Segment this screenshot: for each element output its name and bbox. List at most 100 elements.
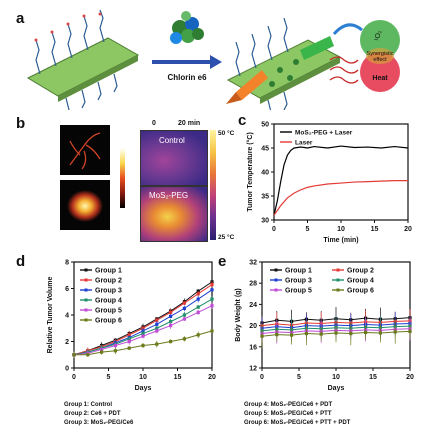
caption-line: Group 1: Control: [64, 402, 112, 408]
intensity-scale-bar: [120, 148, 125, 208]
tumor-vessel-image: [60, 125, 110, 175]
legend-marker: [274, 288, 278, 292]
legend-marker: [84, 318, 88, 322]
data-point: [196, 292, 200, 296]
x-tick-label: 10: [139, 374, 147, 381]
legend-marker: [84, 288, 88, 292]
y-tick-label: 28: [249, 281, 257, 288]
y-tick-label: 0: [65, 366, 69, 373]
y-tick-label: 45: [261, 146, 269, 153]
chlorin-e6-label: Chlorin e6: [167, 73, 207, 82]
data-point: [169, 310, 173, 314]
temperature-colorbar: [210, 130, 216, 240]
caption-line: Group 4: MoS₂-PEG/Ce6 + PDT: [244, 402, 333, 408]
y-axis-label: Tumor Temperature (°C): [246, 132, 254, 212]
y-axis-label: Relative Tumor Volume: [47, 277, 54, 354]
synergy-overlap: [366, 48, 394, 64]
x-tick-label: 20: [406, 374, 414, 381]
heat-label: Heat: [372, 75, 388, 82]
caption-d: Group 1: Control Group 2: Ce6 + PDT Grou…: [64, 401, 133, 428]
x-tick-label: 10: [337, 226, 345, 233]
legend-marker: [84, 298, 88, 302]
legend-marker: [274, 268, 278, 272]
data-point: [72, 353, 76, 357]
nanosheet-left: [26, 9, 140, 110]
time-end-label: 20 min: [178, 120, 201, 127]
legend-label: Group 1: [95, 268, 122, 275]
data-point: [169, 314, 173, 318]
y-tick-label: 35: [261, 194, 269, 201]
control-thermal-image: Control: [140, 130, 208, 186]
data-point: [182, 317, 186, 321]
data-point: [141, 331, 145, 336]
y-tick-label: 32: [249, 260, 257, 267]
data-point: [334, 331, 338, 335]
legend-marker: [84, 268, 88, 272]
legend-label: Group 4: [95, 298, 122, 305]
data-point: [196, 297, 200, 301]
synergy-label-2: effect: [373, 57, 387, 63]
control-label: Control: [159, 136, 185, 145]
y-tick-label: 30: [261, 218, 269, 225]
data-point: [378, 331, 382, 335]
x-tick-label: 0: [272, 226, 276, 233]
data-point: [304, 331, 308, 336]
legend-label: Group 2: [347, 268, 374, 275]
legend-label: Laser: [295, 140, 313, 147]
data-point: [113, 343, 117, 348]
data-point: [127, 339, 131, 344]
legend-label: Group 6: [347, 288, 374, 295]
data-point: [393, 330, 397, 334]
plot-frame: [273, 123, 409, 221]
x-axis-label: Days: [328, 385, 345, 392]
x-tick-label: 15: [174, 374, 182, 381]
caption-line: Group 6: MoS₂-PEG/Ce6 + PTT + PDT: [244, 420, 351, 426]
data-point: [169, 320, 173, 324]
x-tick-label: 5: [297, 374, 301, 381]
y-tick-label: 16: [249, 344, 257, 351]
legend-label: Group 1: [285, 268, 312, 275]
data-point: [364, 330, 368, 335]
panel-label-b: b: [16, 115, 26, 132]
data-point: [100, 350, 104, 354]
data-point: [196, 289, 200, 293]
y-tick-label: 12: [249, 366, 257, 373]
data-point: [275, 333, 279, 337]
chart-tumor-temperature: 0 5 10 15 20 30 35 40 45 50 Time (min) Tumor Temper…: [246, 122, 412, 245]
y-tick-label: 50: [261, 122, 269, 129]
reaction-arrow: [152, 55, 222, 69]
y-tick-label: 20: [249, 323, 257, 330]
ps-label: ¹O₂: [374, 30, 383, 42]
colorbar-min-label: 25 °C: [218, 234, 235, 241]
panel-label-d: d: [16, 253, 26, 270]
panel-label-a: a: [16, 10, 25, 27]
y-tick-label: 24: [249, 302, 257, 309]
time-start-label: 0: [152, 120, 156, 127]
panel-label-e: e: [218, 253, 227, 270]
y-axis-label: Body Weight (g): [235, 288, 242, 342]
data-point: [196, 305, 200, 309]
y-tick-label: 2: [65, 339, 69, 346]
legend-label: Group 2: [95, 278, 122, 285]
data-point: [290, 333, 294, 337]
data-point: [319, 332, 323, 336]
data-point: [196, 310, 200, 314]
data-point: [127, 333, 131, 337]
series-line: [273, 180, 408, 216]
data-point: [155, 329, 159, 333]
x-axis-label: Days: [135, 385, 152, 392]
data-point: [182, 313, 186, 317]
data-point: [113, 349, 117, 353]
data-point: [86, 353, 90, 357]
data-point: [141, 343, 145, 348]
legend-marker: [84, 308, 88, 312]
heat-circle: [360, 52, 400, 92]
x-tick-label: 0: [260, 374, 264, 381]
caption-line: Group 5: MoS₂-PEG/Ce6 + PTT: [244, 411, 332, 417]
legend-marker: [336, 288, 340, 292]
synergy-label-1: Synergistic: [367, 51, 394, 57]
legend-label: Group 3: [285, 278, 312, 285]
legend-label: Group 4: [347, 278, 374, 285]
legend-label: Group 6: [95, 318, 122, 325]
y-tick-label: 6: [65, 286, 69, 293]
